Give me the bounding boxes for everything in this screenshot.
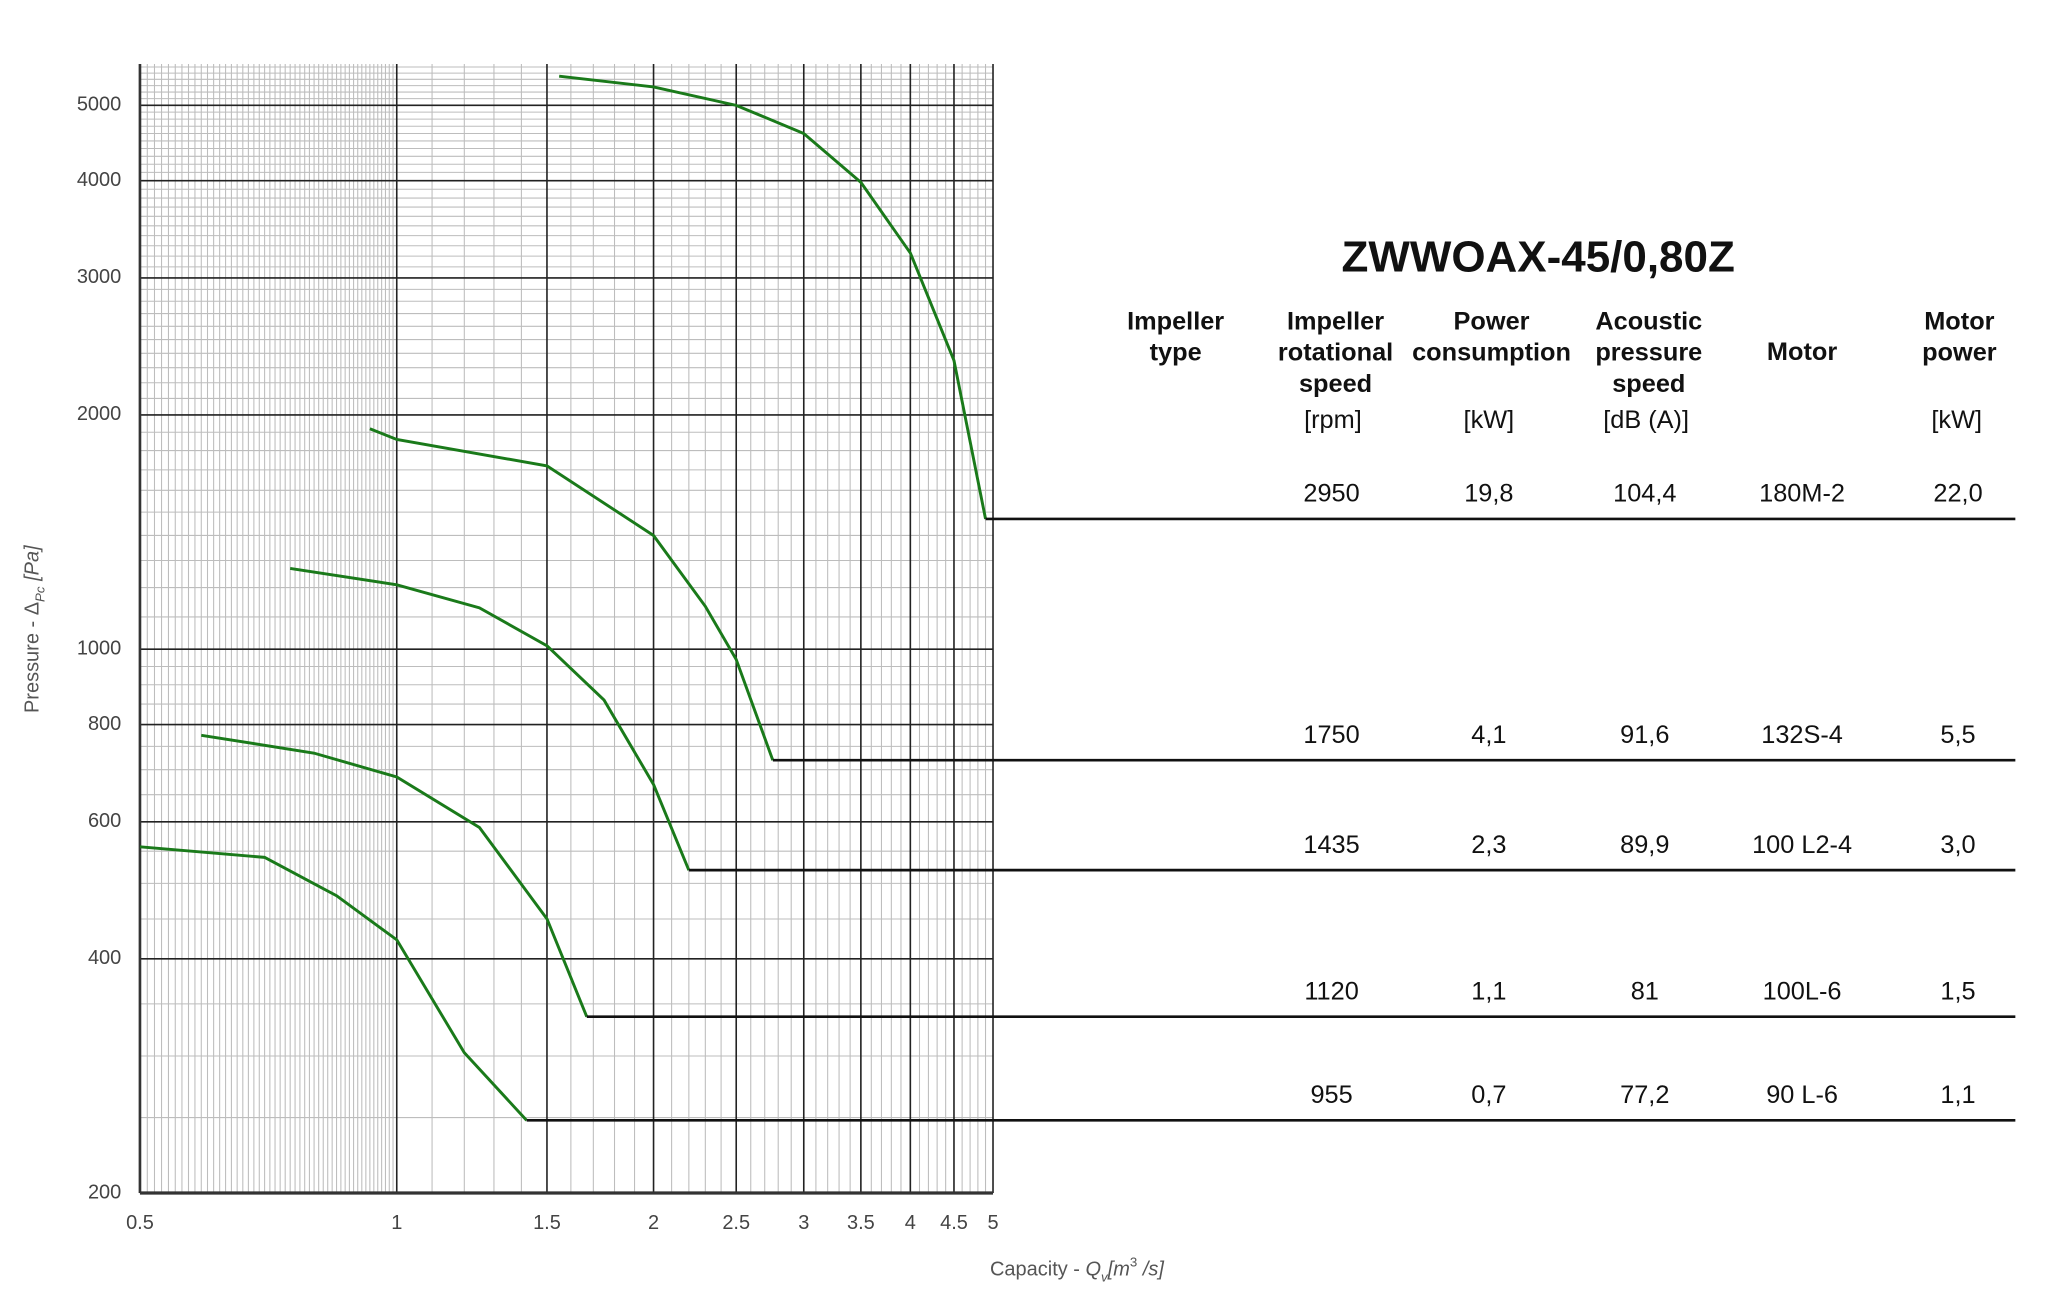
- x-tick-label: 2.5: [722, 1212, 750, 1234]
- table-cell: 0,7: [1471, 1081, 1506, 1109]
- table-cell: 90 L-6: [1766, 1081, 1838, 1109]
- axis-label-part: Capacity -: [990, 1259, 1086, 1281]
- axis-label-part: Pressure - Δ: [22, 602, 44, 713]
- x-tick-label: 1.5: [533, 1212, 561, 1234]
- x-tick-label: 3: [798, 1212, 809, 1234]
- column-unit: [kW]: [1464, 406, 1515, 434]
- curve: [369, 427, 775, 761]
- curve: [558, 74, 987, 520]
- curve: [139, 845, 528, 1122]
- curve: [289, 566, 691, 871]
- y-tick-label: 3000: [77, 266, 121, 288]
- axis-label-part: 3: [1130, 1254, 1137, 1269]
- table-cell: 100 L2-4: [1752, 831, 1852, 859]
- table-cell: 1,1: [1940, 1081, 1975, 1109]
- y-tick-label: 800: [88, 713, 121, 735]
- y-tick-label: 5000: [77, 94, 121, 116]
- x-tick-label: 4: [905, 1212, 916, 1234]
- column-header: Power: [1454, 307, 1530, 335]
- column-header: Impeller: [1127, 307, 1224, 335]
- x-tick-label: 0.5: [126, 1212, 154, 1234]
- table-cell: 22,0: [1933, 480, 1982, 508]
- x-tick-label: 5: [987, 1212, 998, 1234]
- curve: [201, 733, 589, 1018]
- y-tick-label: 2000: [77, 403, 121, 425]
- table-cell: 89,9: [1620, 831, 1669, 859]
- table-cell: 132S-4: [1761, 721, 1843, 749]
- minor-grid: [139, 64, 994, 1193]
- table-cell: 2950: [1303, 480, 1359, 508]
- table-cell: 91,6: [1620, 721, 1669, 749]
- table-cell: 104,4: [1613, 480, 1676, 508]
- table-cell: 180M-2: [1759, 480, 1845, 508]
- table-cell: 100L-6: [1763, 977, 1842, 1005]
- column-unit: [rpm]: [1304, 406, 1362, 434]
- column-header: type: [1150, 339, 1202, 367]
- table-cell: 4,1: [1471, 721, 1506, 749]
- axis-label-part: /s]: [1137, 1259, 1164, 1281]
- column-header: Impeller: [1287, 307, 1384, 335]
- x-tick-label: 2: [648, 1212, 659, 1234]
- table-cell: 1,1: [1471, 977, 1506, 1005]
- axis-label-part: [m: [1107, 1259, 1130, 1281]
- y-tick-label: 400: [88, 947, 121, 969]
- axis-label-part: Q: [1086, 1259, 1102, 1281]
- column-header: speed: [1299, 370, 1372, 398]
- column-header: Acoustic: [1595, 307, 1702, 335]
- axis-label-part: v: [1101, 1269, 1109, 1284]
- y-tick-label: 1000: [77, 637, 121, 659]
- x-tick-label: 4.5: [940, 1212, 968, 1234]
- axis-label-part: [Pa]: [22, 545, 44, 587]
- table-cell: 5,5: [1940, 721, 1975, 749]
- column-header: Motor: [1767, 338, 1837, 366]
- column-unit: [dB (A)]: [1603, 406, 1689, 434]
- axis-label-part: Pc: [32, 586, 47, 602]
- table-cell: 77,2: [1620, 1081, 1669, 1109]
- table-cell: 3,0: [1940, 831, 1975, 859]
- xlabel: Capacity - Qv[m3 /s]: [990, 1254, 1164, 1284]
- y-tick-label: 600: [88, 810, 121, 832]
- table-title: ZWWOAX-45/0,80Z: [1341, 233, 1734, 282]
- y-tick-label: 4000: [77, 169, 121, 191]
- table-cell: 19,8: [1464, 480, 1513, 508]
- ylabel: Pressure - ΔPc [Pa]: [22, 545, 48, 713]
- table-cell: 1120: [1304, 977, 1358, 1005]
- column-header: Motor: [1924, 307, 1994, 335]
- column-header: rotational: [1278, 339, 1393, 367]
- column-unit: [kW]: [1931, 406, 1982, 434]
- x-tick-label: 1: [391, 1212, 402, 1234]
- table-cell: 1435: [1303, 831, 1359, 859]
- column-header: power: [1922, 339, 1997, 367]
- table-cell: 1,5: [1940, 977, 1975, 1005]
- column-header: consumption: [1412, 339, 1571, 367]
- y-tick-label: 200: [88, 1181, 121, 1203]
- column-header: speed: [1612, 370, 1685, 398]
- column-header: pressure: [1595, 339, 1702, 367]
- table-cell: 955: [1310, 1081, 1352, 1109]
- table-cell: 1750: [1303, 721, 1359, 749]
- table-cell: 2,3: [1471, 831, 1506, 859]
- x-tick-label: 3.5: [847, 1212, 875, 1234]
- table-cell: 81: [1631, 977, 1659, 1005]
